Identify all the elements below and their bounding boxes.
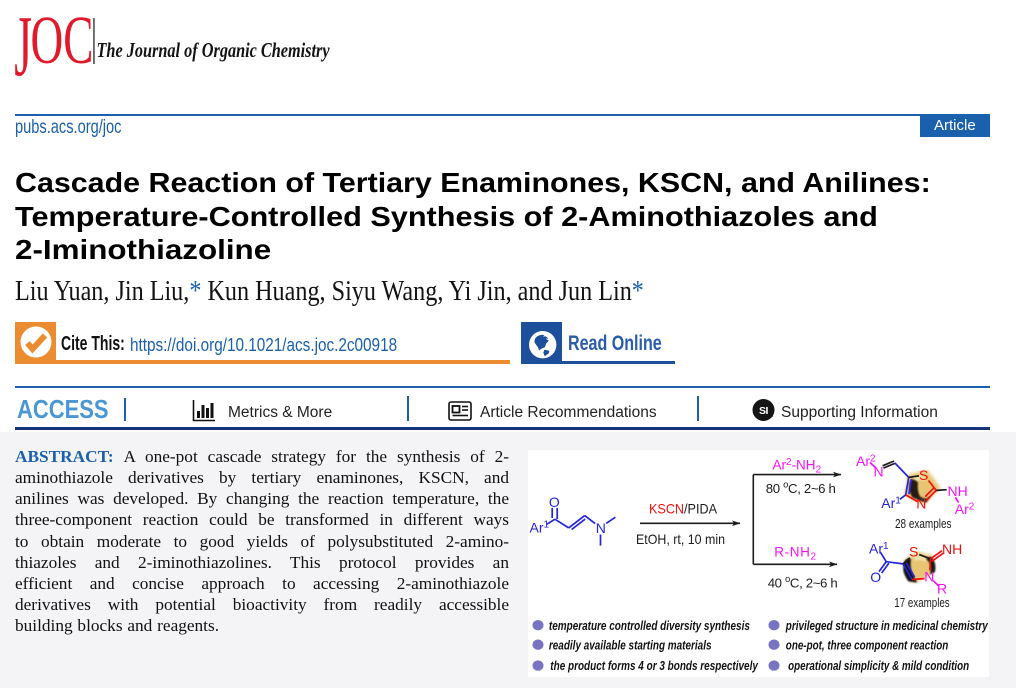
svg-text:Ar1: Ar1	[869, 541, 889, 557]
svg-text:readily available starting mat: readily available starting materials	[549, 637, 712, 652]
svg-text:O: O	[870, 569, 881, 585]
svg-text:SI: SI	[759, 405, 769, 417]
svg-text:the product forms 4 or 3 bonds: the product forms 4 or 3 bonds respectiv…	[550, 658, 758, 673]
svg-text:28 examples: 28 examples	[895, 517, 952, 531]
svg-text:privileged structure in medici: privileged structure in medicinal chemis…	[785, 618, 988, 633]
svg-text:operational simplicity & mild: operational simplicity & mild condition	[788, 658, 969, 673]
svg-text:R: R	[937, 580, 947, 596]
svg-text:Ar1: Ar1	[881, 495, 901, 511]
svg-text:17 examples: 17 examples	[894, 596, 949, 610]
svg-text:EtOH, rt, 10 min: EtOH, rt, 10 min	[636, 531, 725, 547]
svg-text:80 oC, 2~6 h: 80 oC, 2~6 h	[766, 480, 836, 497]
svg-text:Ar2-NH2: Ar2-NH2	[773, 457, 822, 476]
svg-text:NH: NH	[942, 541, 962, 557]
svg-text:OC: OC	[31, 2, 94, 79]
svg-text:O: O	[549, 494, 560, 510]
svg-text:J: J	[14, 0, 32, 90]
svg-text:Ar2: Ar2	[955, 501, 975, 517]
svg-text:KSCN/PIDA: KSCN/PIDA	[649, 501, 718, 517]
svg-text:N: N	[916, 496, 926, 512]
svg-text:temperature controlled diversi: temperature controlled diversity synthes…	[549, 618, 750, 633]
svg-text:S: S	[919, 467, 928, 483]
svg-text:NH: NH	[948, 483, 968, 499]
svg-text:The Journal of Organic Chemist: The Journal of Organic Chemistry	[97, 39, 331, 63]
svg-text:N: N	[924, 569, 934, 585]
svg-text:Ar1: Ar1	[530, 519, 550, 535]
svg-text:N: N	[596, 520, 606, 536]
svg-text:R-NH2: R-NH2	[774, 545, 816, 563]
svg-text:S: S	[909, 543, 918, 559]
svg-text:one-pot, three component react: one-pot, three component reaction	[786, 637, 949, 652]
svg-text:40 oC, 2~6 h: 40 oC, 2~6 h	[768, 574, 838, 591]
svg-text:N: N	[874, 463, 884, 479]
